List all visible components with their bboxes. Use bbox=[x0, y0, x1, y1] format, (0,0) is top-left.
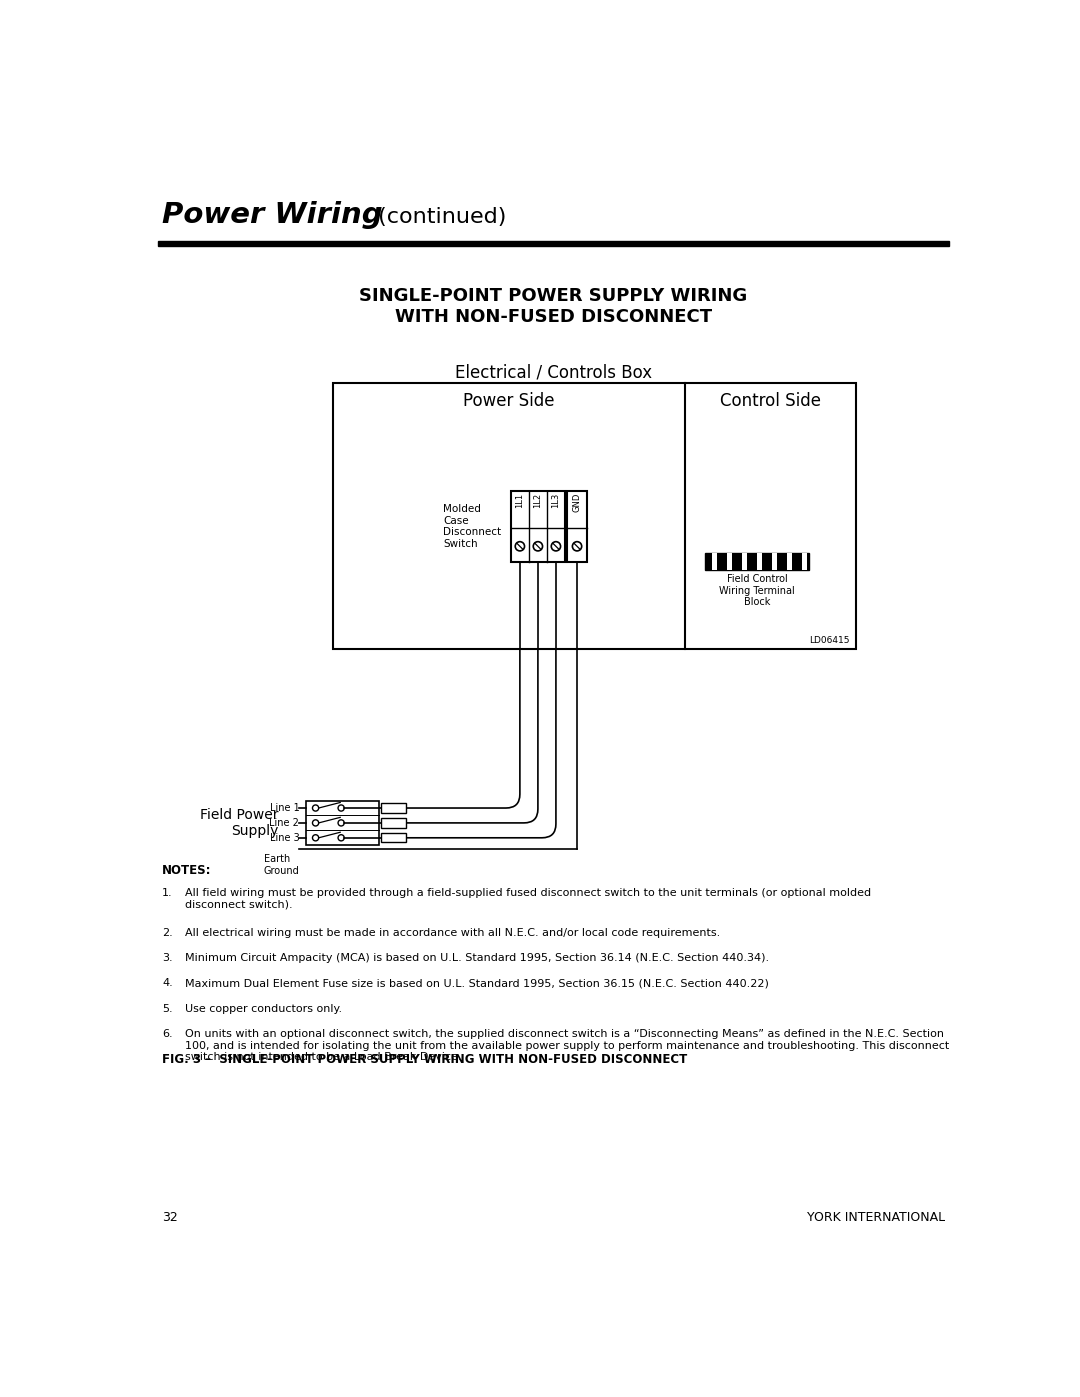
Text: Use copper conductors only.: Use copper conductors only. bbox=[186, 1004, 342, 1014]
Text: (continued): (continued) bbox=[372, 207, 507, 228]
Bar bbox=[801, 553, 807, 570]
Bar bbox=[787, 553, 792, 570]
Text: 1.: 1. bbox=[162, 887, 173, 898]
Text: Earth
Ground: Earth Ground bbox=[264, 855, 299, 876]
Bar bbox=[306, 800, 379, 845]
Text: Control Side: Control Side bbox=[720, 393, 821, 411]
Text: Power Wiring: Power Wiring bbox=[162, 201, 382, 229]
Text: Power Side: Power Side bbox=[463, 393, 555, 411]
Text: 1L1: 1L1 bbox=[515, 493, 525, 507]
Bar bbox=[381, 833, 406, 842]
Text: GND: GND bbox=[572, 493, 581, 511]
Text: Line 2: Line 2 bbox=[269, 817, 299, 828]
Text: 3.: 3. bbox=[162, 953, 173, 963]
Text: Maximum Dual Element Fuse size is based on U.L. Standard 1995, Section 36.15 (N.: Maximum Dual Element Fuse size is based … bbox=[186, 978, 769, 989]
Text: Line 1: Line 1 bbox=[270, 803, 299, 813]
Bar bbox=[381, 803, 406, 813]
Text: 4.: 4. bbox=[162, 978, 173, 989]
Text: Field Power
Supply: Field Power Supply bbox=[200, 807, 279, 838]
Text: 6.: 6. bbox=[162, 1030, 173, 1039]
Text: YORK INTERNATIONAL: YORK INTERNATIONAL bbox=[807, 1211, 945, 1224]
Bar bbox=[159, 240, 948, 246]
Text: Molded
Case
Disconnect
Switch: Molded Case Disconnect Switch bbox=[444, 504, 501, 549]
Text: 32: 32 bbox=[162, 1211, 178, 1224]
Text: 1L3: 1L3 bbox=[552, 493, 561, 509]
Text: SINGLE-POINT POWER SUPPLY WIRING: SINGLE-POINT POWER SUPPLY WIRING bbox=[360, 286, 747, 305]
Text: All electrical wiring must be made in accordance with all N.E.C. and/or local co: All electrical wiring must be made in ac… bbox=[186, 928, 720, 937]
Text: 5.: 5. bbox=[162, 1004, 173, 1014]
Text: 1L2: 1L2 bbox=[534, 493, 542, 507]
Bar bbox=[742, 553, 747, 570]
Text: All field wiring must be provided through a field-supplied fused disconnect swit: All field wiring must be provided throug… bbox=[186, 887, 872, 909]
Text: NOTES:: NOTES: bbox=[162, 865, 212, 877]
Bar bbox=[727, 553, 732, 570]
Text: FIG. 3 –  SINGLE-POINT POWER SUPPLY WIRING WITH NON-FUSED DISCONNECT: FIG. 3 – SINGLE-POINT POWER SUPPLY WIRIN… bbox=[162, 1053, 687, 1066]
Text: WITH NON-FUSED DISCONNECT: WITH NON-FUSED DISCONNECT bbox=[395, 307, 712, 326]
Text: Electrical / Controls Box: Electrical / Controls Box bbox=[455, 365, 652, 381]
Text: On units with an optional disconnect switch, the supplied disconnect switch is a: On units with an optional disconnect swi… bbox=[186, 1030, 949, 1063]
Bar bbox=[772, 553, 778, 570]
Text: 2.: 2. bbox=[162, 928, 173, 937]
Bar bbox=[381, 819, 406, 827]
Bar bbox=[712, 553, 717, 570]
Bar bbox=[511, 490, 565, 562]
Text: Field Control
Wiring Terminal
Block: Field Control Wiring Terminal Block bbox=[719, 574, 795, 608]
Text: Line 3: Line 3 bbox=[270, 833, 299, 842]
Bar bbox=[567, 490, 586, 562]
Bar bbox=[757, 553, 762, 570]
Bar bbox=[704, 553, 809, 570]
Text: LD06415: LD06415 bbox=[809, 636, 850, 645]
Text: Minimum Circuit Ampacity (MCA) is based on U.L. Standard 1995, Section 36.14 (N.: Minimum Circuit Ampacity (MCA) is based … bbox=[186, 953, 769, 963]
Bar bbox=[333, 383, 855, 648]
